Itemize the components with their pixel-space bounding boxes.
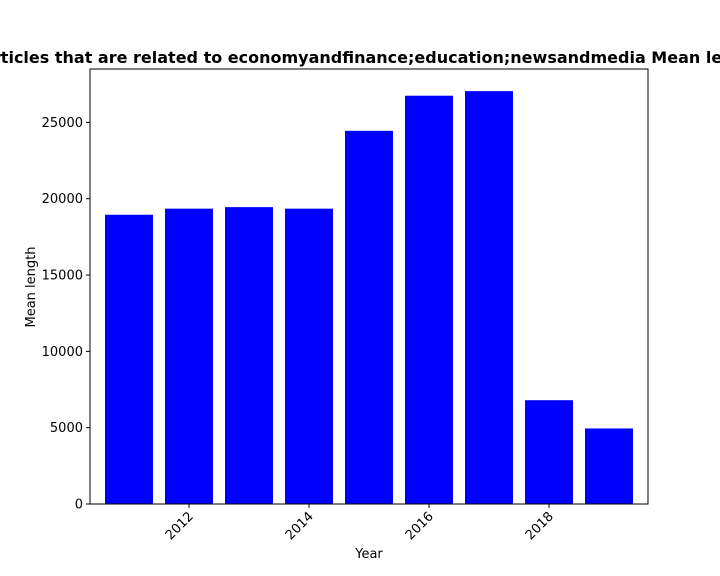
bar-2012 xyxy=(165,208,213,504)
y-tick-label: 10000 xyxy=(42,345,83,360)
bar-2011 xyxy=(105,214,153,504)
y-tick-label: 15000 xyxy=(42,269,83,284)
x-tick-label: 2012 xyxy=(163,509,197,543)
y-tick-label: 5000 xyxy=(50,421,83,436)
axes-frame xyxy=(89,68,649,505)
bar-2014 xyxy=(285,208,333,504)
x-tick-label: 2018 xyxy=(523,509,557,543)
x-tick-label: 2016 xyxy=(403,509,437,543)
bar-2018 xyxy=(525,400,573,504)
x-tick-label: 2014 xyxy=(283,509,317,543)
y-tick-label: 20000 xyxy=(42,192,83,207)
y-tick-label: 25000 xyxy=(42,116,83,131)
bar-2013 xyxy=(225,207,273,504)
x-axis-label: Year xyxy=(354,547,383,562)
y-axis-label: Mean length xyxy=(24,247,39,328)
bar-2017 xyxy=(465,91,513,504)
plot-area: 0 5000 10000 15000 20000 25000 2012 2014 2016 201… xyxy=(42,91,633,543)
bar-2016 xyxy=(405,95,453,505)
y-tick-label: 0 xyxy=(75,498,83,513)
bar-2019 xyxy=(585,428,633,504)
chart-title: Number of articles that are related to e… xyxy=(0,48,720,67)
bar-2015 xyxy=(345,130,393,504)
